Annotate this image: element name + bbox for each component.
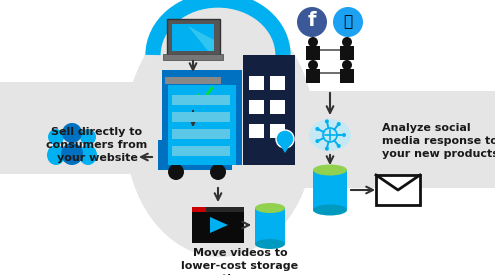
- FancyBboxPatch shape: [294, 91, 495, 188]
- Ellipse shape: [309, 119, 351, 151]
- Circle shape: [297, 7, 327, 37]
- Circle shape: [210, 164, 226, 180]
- Circle shape: [315, 127, 319, 131]
- Ellipse shape: [79, 145, 97, 165]
- Bar: [163, 54, 223, 60]
- Text: Sell directly to
consumers from
your website: Sell directly to consumers from your web…: [47, 127, 148, 163]
- Ellipse shape: [313, 205, 347, 216]
- Polygon shape: [280, 145, 290, 153]
- Circle shape: [342, 133, 346, 137]
- Bar: [306, 69, 320, 83]
- Bar: [249, 124, 264, 138]
- Ellipse shape: [61, 143, 83, 165]
- Bar: [249, 76, 264, 90]
- Circle shape: [337, 122, 341, 126]
- Bar: [313, 170, 347, 210]
- Bar: [340, 69, 354, 83]
- Bar: [212, 149, 228, 164]
- Circle shape: [48, 129, 64, 145]
- Bar: [210, 145, 232, 170]
- Circle shape: [308, 60, 318, 70]
- Circle shape: [308, 37, 318, 47]
- Bar: [376, 175, 420, 205]
- FancyBboxPatch shape: [162, 70, 242, 165]
- Bar: [270, 76, 285, 90]
- Bar: [340, 46, 354, 60]
- Bar: [192, 207, 244, 212]
- Bar: [172, 112, 230, 122]
- FancyBboxPatch shape: [0, 82, 201, 174]
- Bar: [172, 146, 230, 156]
- Text: f: f: [308, 12, 316, 31]
- Circle shape: [168, 164, 184, 180]
- Circle shape: [325, 147, 329, 151]
- Bar: [249, 100, 264, 114]
- Circle shape: [192, 139, 195, 142]
- FancyBboxPatch shape: [163, 73, 222, 103]
- Circle shape: [325, 119, 329, 123]
- Circle shape: [342, 60, 352, 70]
- Ellipse shape: [255, 239, 285, 249]
- Circle shape: [337, 144, 341, 148]
- Circle shape: [333, 7, 363, 37]
- Ellipse shape: [125, 7, 315, 257]
- Bar: [306, 46, 320, 60]
- Text: 🐦: 🐦: [344, 15, 352, 29]
- Polygon shape: [188, 26, 214, 51]
- Circle shape: [62, 123, 82, 143]
- Circle shape: [80, 129, 96, 145]
- Circle shape: [276, 130, 294, 148]
- Bar: [172, 129, 230, 139]
- Circle shape: [342, 37, 352, 47]
- Bar: [158, 140, 210, 170]
- Ellipse shape: [313, 164, 347, 175]
- Bar: [255, 208, 285, 244]
- Bar: [270, 124, 285, 138]
- Bar: [192, 207, 244, 243]
- Bar: [192, 207, 206, 212]
- FancyBboxPatch shape: [172, 24, 214, 51]
- Text: Move videos to
lower-cost storage
as they age: Move videos to lower-cost storage as the…: [182, 248, 298, 275]
- Polygon shape: [210, 217, 228, 233]
- FancyBboxPatch shape: [166, 18, 219, 56]
- Bar: [270, 100, 285, 114]
- Text: Analyze social
media response to
your new products: Analyze social media response to your ne…: [382, 123, 495, 160]
- Circle shape: [315, 139, 319, 143]
- Ellipse shape: [255, 203, 285, 213]
- Bar: [165, 77, 221, 84]
- FancyBboxPatch shape: [243, 55, 295, 165]
- Ellipse shape: [47, 145, 65, 165]
- FancyBboxPatch shape: [168, 85, 236, 165]
- Bar: [172, 95, 230, 105]
